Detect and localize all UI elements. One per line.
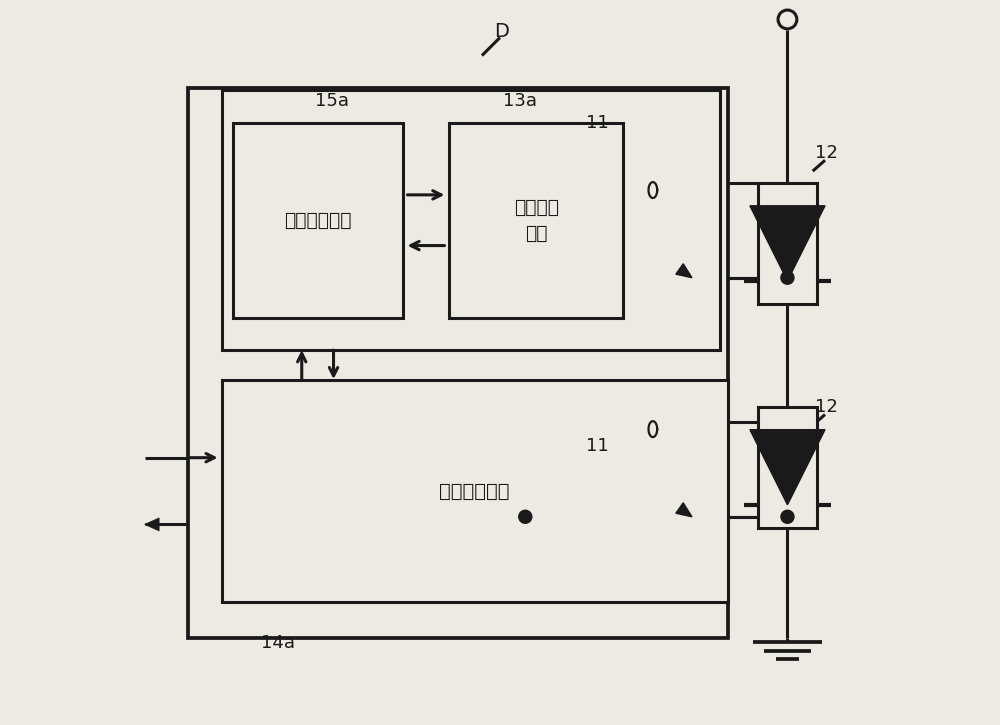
Circle shape xyxy=(781,271,794,284)
Text: 11: 11 xyxy=(586,436,609,455)
Polygon shape xyxy=(676,264,692,278)
Bar xyxy=(758,407,817,528)
Bar xyxy=(188,88,728,639)
Text: 12: 12 xyxy=(815,144,838,162)
Text: 11: 11 xyxy=(586,114,609,132)
Polygon shape xyxy=(676,503,692,517)
Text: 高电位侧
电路: 高电位侧 电路 xyxy=(514,197,559,243)
Text: D: D xyxy=(494,22,509,41)
Bar xyxy=(449,123,623,318)
Text: 12: 12 xyxy=(815,398,838,416)
Circle shape xyxy=(519,510,532,523)
Text: 13a: 13a xyxy=(503,92,537,110)
Bar xyxy=(222,380,728,602)
Bar xyxy=(222,89,720,349)
Text: 14a: 14a xyxy=(261,634,295,652)
Bar xyxy=(233,123,402,318)
Polygon shape xyxy=(750,206,825,281)
Text: 电位转换电路: 电位转换电路 xyxy=(284,211,351,230)
Polygon shape xyxy=(750,430,825,505)
Text: 低电位侧电路: 低电位侧电路 xyxy=(439,481,510,500)
Polygon shape xyxy=(145,518,159,531)
Circle shape xyxy=(781,510,794,523)
Text: 15a: 15a xyxy=(315,92,349,110)
Bar xyxy=(758,183,817,304)
